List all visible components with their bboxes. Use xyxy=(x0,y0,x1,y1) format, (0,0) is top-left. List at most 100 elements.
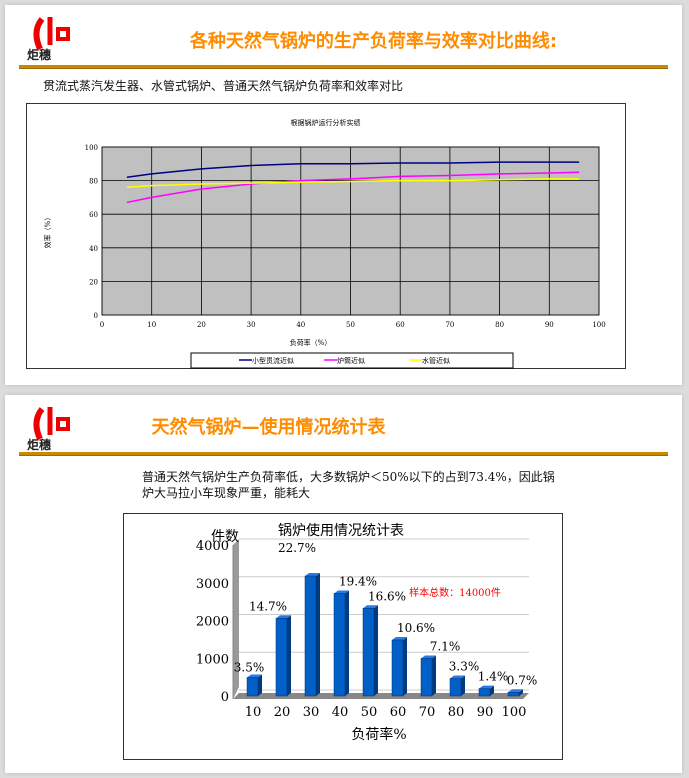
x-tick-label: 30 xyxy=(303,705,320,720)
bar-side xyxy=(461,675,465,696)
series-line-2 xyxy=(126,171,580,204)
y-axis-title: 件数 xyxy=(211,529,239,545)
y-tick-label: 4000 xyxy=(196,539,229,554)
bar-top xyxy=(479,685,494,689)
x-tick-label: 50 xyxy=(346,321,355,329)
legend-label: 水管近似 xyxy=(422,356,450,365)
x-tick-label: 20 xyxy=(197,321,206,329)
x-tick-label: 80 xyxy=(448,705,465,720)
x-tick-label: 50 xyxy=(361,705,378,720)
bar-side xyxy=(432,655,436,696)
data-label: 3.5% xyxy=(234,661,265,675)
x-tick-label: 80 xyxy=(495,321,504,329)
efficiency-line-chart: 根据锅炉运行分析实绩 0 10 20 30 40 50 60 70 80 90 100 0 20 40 60 8… xyxy=(26,103,626,369)
y-tick-label: 40 xyxy=(89,245,98,253)
x-tick-label: 70 xyxy=(419,705,436,720)
series-line-3 xyxy=(126,178,580,189)
bar-top xyxy=(247,674,262,678)
y-tick-label: 0 xyxy=(94,312,98,320)
data-label: 7.1% xyxy=(430,639,461,653)
legend xyxy=(190,352,514,369)
x-tick-label: 90 xyxy=(477,705,494,720)
bar-top xyxy=(363,605,378,609)
slide-title: 天然气锅炉—使用情况统计表 xyxy=(151,417,386,438)
company-logo xyxy=(33,17,70,51)
x-axis-label: 负荷率（%） xyxy=(290,338,332,347)
bar-top xyxy=(276,615,291,619)
bar-side xyxy=(374,605,378,696)
data-label: 3.3% xyxy=(449,660,480,674)
x-tick-label: 100 xyxy=(502,705,527,720)
slide-subtitle: 贯流式蒸汽发生器、水管式锅炉、普通天然气锅炉负荷率和效率对比 xyxy=(43,79,404,93)
x-tick-label: 40 xyxy=(296,321,305,329)
bar xyxy=(304,575,317,697)
slide-title: 各种天然气锅炉的生产负荷率与效率对比曲线: xyxy=(189,31,558,52)
legend-label: 炉筒近似 xyxy=(337,356,365,365)
bar-side xyxy=(287,615,291,696)
y-tick-label: 20 xyxy=(89,278,98,286)
y-tick-label: 2000 xyxy=(196,615,229,630)
bar-side xyxy=(519,689,523,696)
bar-top xyxy=(450,675,465,679)
data-label: 19.4% xyxy=(339,574,377,588)
data-label: 16.6% xyxy=(368,589,406,603)
slide-efficiency: 炬穗 各种天然气锅炉的生产负荷率与效率对比曲线: 贯流式蒸汽发生器、水管式锅炉、… xyxy=(5,5,682,385)
data-label: 1.4% xyxy=(478,670,509,684)
slide-usage: 炬穗 天然气锅炉—使用情况统计表 普通天然气锅炉生产负荷率低，大多数锅炉＜50%… xyxy=(5,395,682,773)
data-label: 14.7% xyxy=(249,599,287,613)
bar-side xyxy=(316,573,320,696)
bar xyxy=(507,692,520,697)
logo-text: 炬穗 xyxy=(27,48,52,62)
bar-side xyxy=(345,590,349,696)
x-tick-label: 60 xyxy=(390,705,407,720)
legend-label: 小型贯流近似 xyxy=(252,356,294,365)
bar xyxy=(246,677,259,697)
x-tick-label: 10 xyxy=(147,321,156,329)
bar xyxy=(478,688,491,697)
company-logo xyxy=(33,407,70,441)
x-tick-label: 30 xyxy=(247,321,256,329)
x-tick-label: 0 xyxy=(100,321,104,329)
bar-top xyxy=(421,655,436,659)
data-label: 22.7% xyxy=(278,541,316,555)
logo-text: 炬穗 xyxy=(27,438,52,452)
bar xyxy=(362,608,375,697)
bar-side xyxy=(403,636,407,696)
bar xyxy=(333,593,346,697)
divider xyxy=(19,65,668,69)
bar-top xyxy=(334,590,349,594)
x-tick-label: 100 xyxy=(592,321,605,329)
y-axis-label: 效率（%） xyxy=(43,214,52,249)
slide-text: 普通天然气锅炉生产负荷率低，大多数锅炉＜50%以下的占到73.4%，因此锅炉大马… xyxy=(142,470,555,500)
bar xyxy=(449,678,462,697)
y-tick-label: 0 xyxy=(221,690,229,705)
y-tick-label: 60 xyxy=(89,211,98,219)
bar xyxy=(420,658,433,697)
bar-side xyxy=(490,685,494,696)
divider xyxy=(19,452,668,456)
bar-side xyxy=(258,674,262,696)
y-tick-label: 1000 xyxy=(196,652,229,667)
y-tick-label: 80 xyxy=(89,178,98,186)
data-label: 10.6% xyxy=(397,621,435,635)
x-tick-label: 90 xyxy=(545,321,554,329)
bar-top xyxy=(508,689,523,693)
x-axis-title: 负荷率% xyxy=(351,726,406,743)
y-tick-label: 100 xyxy=(85,144,98,152)
series-line-1 xyxy=(126,161,580,178)
back-wall xyxy=(233,539,239,699)
chart-title: 根据锅炉运行分析实绩 xyxy=(291,118,361,127)
data-label: 0.7% xyxy=(507,673,538,687)
x-tick-label: 40 xyxy=(332,705,349,720)
bar-top xyxy=(305,573,320,577)
bar xyxy=(275,618,288,697)
y-tick-label: 3000 xyxy=(196,577,229,592)
bar-top xyxy=(392,636,407,640)
x-tick-label: 10 xyxy=(245,705,262,720)
x-tick-label: 60 xyxy=(396,321,405,329)
sample-total-annotation: 样本总数：14000件 xyxy=(409,586,501,599)
chart-title: 锅炉使用情况统计表 xyxy=(278,522,404,539)
bar xyxy=(391,639,404,697)
x-tick-label: 70 xyxy=(445,321,454,329)
